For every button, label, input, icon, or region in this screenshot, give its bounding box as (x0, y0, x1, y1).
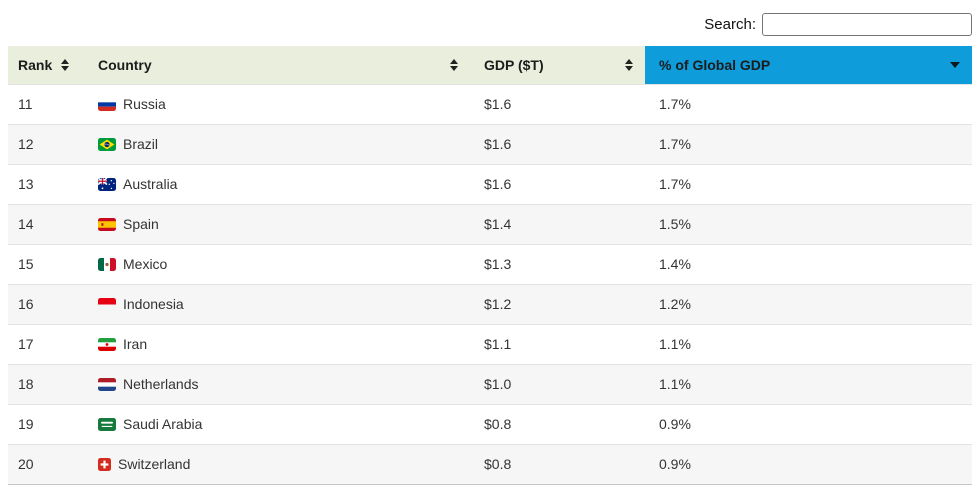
pct-global-gdp-cell: 1.5% (645, 204, 972, 245)
flag-au-icon (98, 178, 116, 191)
table-body: 11 Russia $1.6 1.7% 12 Brazil $1.6 1.7% … (8, 84, 972, 485)
pct-global-gdp-cell: 1.1% (645, 364, 972, 405)
country-name: Switzerland (118, 456, 191, 472)
table-row: 14 Spain $1.4 1.5% (8, 204, 972, 245)
gdp-cell: $1.0 (470, 364, 645, 405)
pct-global-gdp-cell: 1.2% (645, 284, 972, 325)
gdp-cell: $0.8 (470, 444, 645, 485)
sort-toggle-icon[interactable] (61, 59, 70, 71)
gdp-cell: $1.6 (470, 124, 645, 165)
pct-global-gdp-cell: 1.1% (645, 324, 972, 365)
country-cell: Saudi Arabia (88, 404, 470, 445)
country-cell: Australia (88, 164, 470, 205)
country-name: Mexico (123, 256, 168, 272)
column-header-gdp[interactable]: GDP ($T) (470, 46, 645, 85)
country-cell: Brazil (88, 124, 470, 165)
flag-mx-icon (98, 258, 116, 271)
country-cell: Indonesia (88, 284, 470, 325)
country-cell: Mexico (88, 244, 470, 285)
gdp-cell: $1.4 (470, 204, 645, 245)
gdp-table: Rank Country GDP ($T) (8, 46, 972, 485)
search-input[interactable] (762, 12, 972, 36)
rank-cell: 20 (8, 444, 88, 485)
flag-br-icon (98, 138, 116, 151)
country-name: Spain (123, 216, 159, 232)
gdp-cell: $0.8 (470, 404, 645, 445)
flag-es-icon (98, 218, 116, 231)
column-header-rank[interactable]: Rank (8, 46, 88, 85)
table-row: 11 Russia $1.6 1.7% (8, 84, 972, 125)
table-row: 19 Saudi Arabia $0.8 0.9% (8, 404, 972, 445)
country-cell: Spain (88, 204, 470, 245)
country-cell: Iran (88, 324, 470, 365)
table-row: 12 Brazil $1.6 1.7% (8, 124, 972, 165)
column-header-pct-global-gdp[interactable]: % of Global GDP (645, 46, 972, 85)
country-name: Indonesia (123, 296, 184, 312)
table-row: 13 Australia $1.6 1.7% (8, 164, 972, 205)
table-row: 18 Netherlands $1.0 1.1% (8, 364, 972, 405)
rank-cell: 17 (8, 324, 88, 365)
flag-sa-icon (98, 418, 116, 431)
country-cell: Netherlands (88, 364, 470, 405)
search-label: Search: (704, 15, 756, 33)
rank-cell: 16 (8, 284, 88, 325)
sort-toggle-icon[interactable] (450, 59, 458, 71)
rank-cell: 19 (8, 404, 88, 445)
country-cell: Switzerland (88, 444, 470, 485)
gdp-cell: $1.3 (470, 244, 645, 285)
pct-global-gdp-cell: 1.7% (645, 164, 972, 205)
pct-global-gdp-cell: 1.7% (645, 124, 972, 165)
rank-cell: 18 (8, 364, 88, 405)
gdp-cell: $1.6 (470, 164, 645, 205)
pct-global-gdp-cell: 1.4% (645, 244, 972, 285)
table-row: 15 Mexico $1.3 1.4% (8, 244, 972, 285)
country-name: Saudi Arabia (123, 416, 203, 432)
gdp-cell: $1.6 (470, 84, 645, 125)
rank-cell: 14 (8, 204, 88, 245)
column-label-pct-global-gdp: % of Global GDP (659, 57, 771, 73)
gdp-cell: $1.2 (470, 284, 645, 325)
gdp-cell: $1.1 (470, 324, 645, 365)
column-label-gdp: GDP ($T) (484, 57, 544, 73)
column-label-country: Country (98, 57, 152, 73)
rank-cell: 13 (8, 164, 88, 205)
flag-ir-icon (98, 338, 116, 351)
pct-global-gdp-cell: 0.9% (645, 444, 972, 485)
table-row: 20 Switzerland $0.8 0.9% (8, 444, 972, 485)
country-name: Russia (123, 96, 166, 112)
rank-cell: 15 (8, 244, 88, 285)
sort-toggle-icon[interactable] (625, 59, 633, 71)
flag-nl-icon (98, 378, 116, 391)
pct-global-gdp-cell: 1.7% (645, 84, 972, 125)
table-row: 17 Iran $1.1 1.1% (8, 324, 972, 365)
country-name: Australia (123, 176, 178, 192)
pct-global-gdp-cell: 0.9% (645, 404, 972, 445)
country-name: Iran (123, 336, 148, 352)
column-header-country[interactable]: Country (88, 46, 470, 85)
rank-cell: 12 (8, 124, 88, 165)
flag-ru-icon (98, 98, 116, 111)
table-toolbar: Search: (0, 0, 980, 40)
column-label-rank: Rank (18, 57, 53, 73)
country-cell: Russia (88, 84, 470, 125)
country-name: Netherlands (123, 376, 199, 392)
country-name: Brazil (123, 136, 159, 152)
flag-id-icon (98, 298, 116, 311)
table-row: 16 Indonesia $1.2 1.2% (8, 284, 972, 325)
sort-descending-icon[interactable] (950, 62, 960, 68)
table-header: Rank Country GDP ($T) (8, 46, 972, 85)
flag-ch-icon (98, 458, 111, 471)
rank-cell: 11 (8, 84, 88, 125)
